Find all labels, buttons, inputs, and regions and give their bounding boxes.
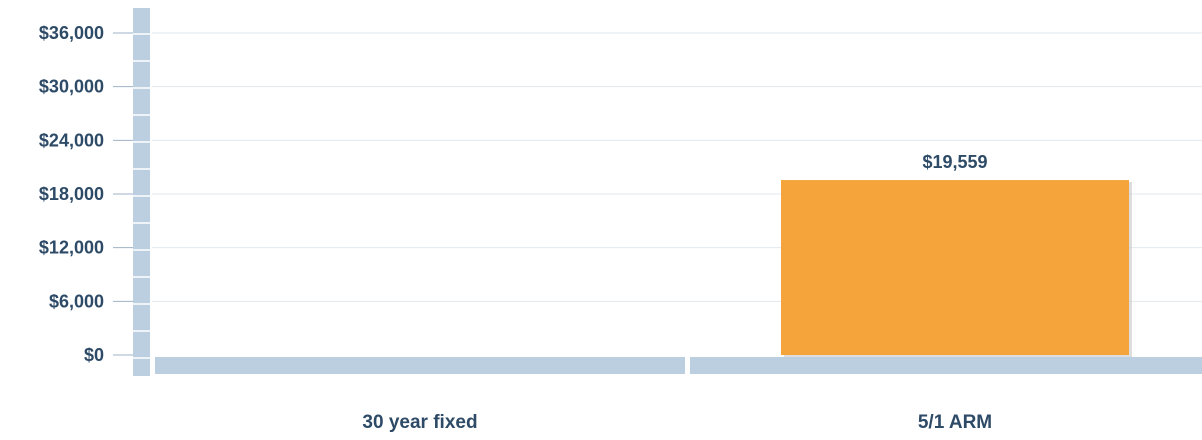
bars: [781, 180, 1132, 357]
y-tick-label-2: $12,000: [39, 238, 104, 258]
y-tick-label-3: $18,000: [39, 184, 104, 204]
bar-value-label-1: $19,559: [922, 152, 987, 172]
y-tick-label-1: $6,000: [49, 291, 104, 311]
y-tick-label-4: $24,000: [39, 130, 104, 150]
axes: [133, 8, 1202, 376]
category-label-0: 30 year fixed: [362, 412, 477, 433]
y-axis-ticks: $0 $6,000 $12,000 $18,000 $24,000 $30,000 $36,…: [39, 23, 133, 365]
y-axis-bar: [133, 8, 150, 376]
y-tick-label-0: $0: [84, 345, 104, 365]
y-tick-label-5: $30,000: [39, 77, 104, 97]
x-axis-segment-1: [155, 357, 685, 374]
y-tick-label-6: $36,000: [39, 23, 104, 43]
bar-1: [781, 180, 1129, 355]
category-label-1: 5/1 ARM: [918, 412, 992, 433]
x-axis-segment-2: [690, 357, 1202, 374]
labels: 30 year fixed $19,559 5/1 ARM: [362, 152, 992, 433]
